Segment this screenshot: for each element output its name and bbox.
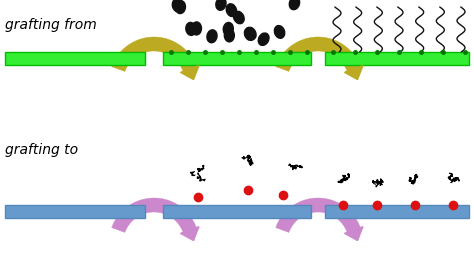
- Polygon shape: [276, 198, 360, 232]
- Bar: [325, 52, 469, 65]
- Polygon shape: [345, 227, 363, 241]
- Ellipse shape: [234, 11, 244, 24]
- Ellipse shape: [289, 0, 300, 10]
- Bar: [5, 52, 145, 65]
- Polygon shape: [181, 227, 199, 241]
- Ellipse shape: [207, 30, 217, 43]
- Ellipse shape: [258, 33, 269, 45]
- Polygon shape: [181, 66, 199, 79]
- Ellipse shape: [191, 22, 201, 35]
- Ellipse shape: [172, 0, 182, 12]
- Text: grafting to: grafting to: [5, 143, 78, 157]
- Text: grafting from: grafting from: [5, 18, 97, 32]
- Ellipse shape: [226, 4, 237, 16]
- Bar: [5, 205, 145, 218]
- Ellipse shape: [175, 1, 185, 13]
- Polygon shape: [112, 198, 196, 232]
- Polygon shape: [345, 66, 363, 79]
- Ellipse shape: [246, 27, 256, 40]
- Ellipse shape: [223, 23, 233, 35]
- Bar: [163, 52, 311, 65]
- Ellipse shape: [186, 23, 196, 35]
- Ellipse shape: [224, 29, 234, 42]
- Polygon shape: [276, 37, 360, 72]
- Ellipse shape: [245, 28, 255, 40]
- Ellipse shape: [216, 0, 226, 10]
- Ellipse shape: [274, 26, 285, 38]
- Polygon shape: [112, 37, 196, 72]
- Bar: [325, 205, 469, 218]
- Bar: [163, 205, 311, 218]
